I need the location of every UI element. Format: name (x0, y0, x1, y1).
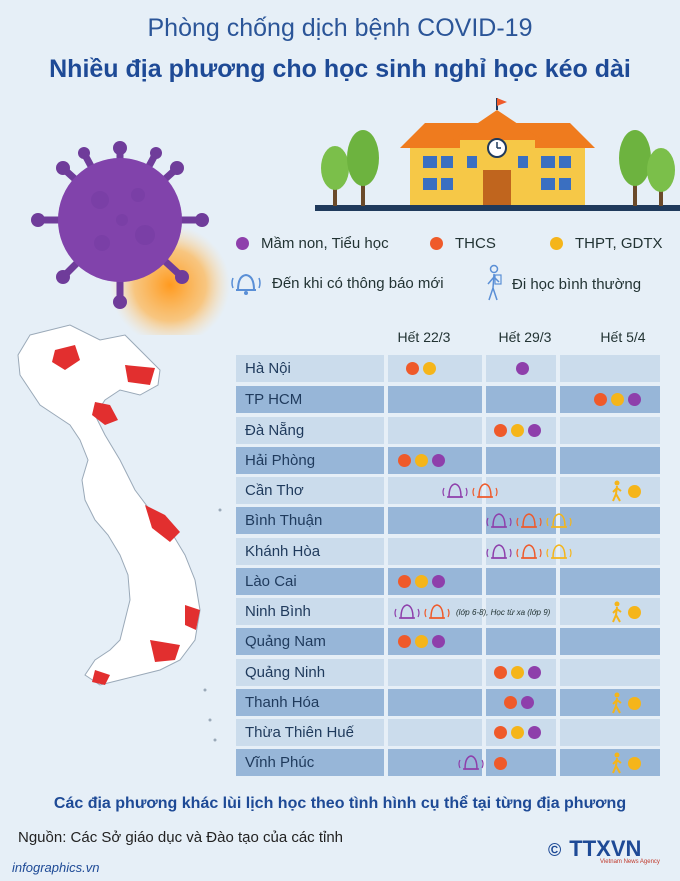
walk-icon-group (610, 752, 641, 774)
legend-thpt-label: THPT, GDTX (575, 235, 663, 252)
bell-icon-group (486, 541, 572, 563)
bell-icon-group (486, 510, 572, 532)
source-text: Nguồn: Các Sở giáo dục và Đào tạo của cá… (18, 829, 344, 846)
ttxvn-logo: © TTXVN (548, 836, 641, 862)
ninh-binh-note: (lớp 6-8), Học từ xa (lớp 9) (456, 607, 551, 617)
copyright-symbol: © (548, 840, 562, 860)
legend-thpt: THPT, GDTX (550, 235, 663, 252)
row-name: Thanh Hóa (236, 689, 384, 716)
walk-icon-group (610, 601, 641, 623)
walk-icon-group (610, 692, 641, 714)
table-row: Quảng Nam (236, 628, 660, 655)
table-row: Thanh Hóa (236, 689, 660, 716)
row-name: Bình Thuận (236, 507, 384, 534)
legend-bell: Đến khi có thông báo mới (230, 268, 444, 298)
bell-icon (231, 273, 261, 295)
table-row: Cần Thơ (236, 477, 660, 504)
legend-mam-non-label: Mầm non, Tiểu học (261, 235, 389, 252)
row-name: Đà Nẵng (236, 417, 384, 444)
legend-thcs-label: THCS (455, 235, 496, 252)
row-name: Quảng Nam (236, 628, 384, 655)
orange-dot-icon (430, 237, 443, 250)
row-name: Vĩnh Phúc (236, 749, 384, 776)
table-row: Vĩnh Phúc (236, 749, 660, 776)
table-row: Bình Thuận (236, 507, 660, 534)
table-row: Ninh Bình (lớp 6-8), Học từ xa (lớp 9) (236, 598, 660, 625)
purple-dot-icon (236, 237, 249, 250)
page-title: Phòng chống dịch bệnh COVID-19 (147, 14, 533, 42)
row-name: TP HCM (236, 386, 384, 413)
legend-thcs: THCS (430, 235, 496, 252)
table-row: Đà Nẵng (236, 417, 660, 444)
row-name: Thừa Thiên Huế (236, 719, 384, 746)
school-illustration (315, 98, 680, 211)
legend-walk-label: Đi học bình thường (512, 275, 642, 293)
row-name: Hải Phòng (236, 447, 384, 474)
row-name: Quảng Ninh (236, 659, 384, 686)
virus-illustration (31, 141, 230, 335)
logo-text: TTXVN (569, 836, 642, 861)
yellow-dot-icon (550, 237, 563, 250)
footer-note: Các địa phương khác lùi lịch học theo tì… (53, 795, 627, 812)
table-row: Lào Cai (236, 568, 660, 595)
bell-icon-group (442, 480, 498, 502)
legend-mam-non: Mầm non, Tiểu học (236, 235, 389, 252)
site-credit: infographics.vn (12, 860, 100, 875)
row-name: Hà Nội (236, 355, 384, 382)
table-row: Quảng Ninh (236, 659, 660, 686)
logo-subtitle: Vietnam News Agency (600, 859, 660, 865)
table-row: Thừa Thiên Huế (236, 719, 660, 746)
row-name: Ninh Bình (236, 598, 384, 625)
row-name: Khánh Hòa (236, 538, 384, 565)
page-subtitle: Nhiều địa phương cho học sinh nghỉ học k… (49, 55, 631, 83)
walking-student-icon (487, 264, 502, 301)
table-row: Khánh Hòa (236, 538, 660, 565)
walk-icon-group (610, 480, 641, 502)
table-row: TP HCM (236, 386, 660, 413)
table-row: Hà Nội (236, 355, 660, 382)
column-header-5-4: Hết 5/4 (600, 329, 646, 345)
table-row: Hải Phòng (236, 447, 660, 474)
row-name: Lào Cai (236, 568, 384, 595)
vietnam-map (17, 324, 222, 742)
bell-icon-group: (lớp 6-8), Học từ xa (lớp 9) (394, 601, 550, 623)
column-header-29-3: Hết 29/3 (498, 329, 552, 345)
bell-icon-group (458, 752, 507, 774)
row-name: Cần Thơ (236, 477, 384, 504)
legend-bell-label: Đến khi có thông báo mới (272, 274, 444, 292)
column-header-22-3: Hết 22/3 (397, 329, 451, 345)
legend-walk: Đi học bình thường (484, 264, 641, 304)
